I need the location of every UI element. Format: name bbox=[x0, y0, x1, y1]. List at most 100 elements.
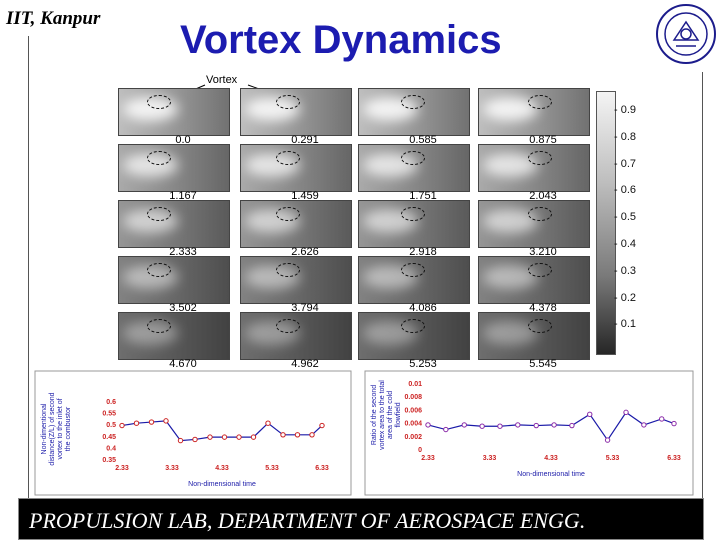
institute-seal-logo bbox=[656, 4, 716, 64]
vortex-annotation: Vortex bbox=[206, 74, 238, 86]
vortex-marker bbox=[147, 207, 171, 221]
data-point bbox=[659, 416, 665, 422]
vortex-area-ratio-chart: 0.01 0.008 0.006 0.004 0.002 02.33 3.33 4.33 5.3… bbox=[364, 370, 694, 496]
institute-name: IIT, Kanpur bbox=[6, 8, 101, 29]
data-point bbox=[309, 432, 315, 438]
colorbar-tick-label: - 0.4 bbox=[614, 238, 637, 250]
y-axis-label: Ratio of the second bbox=[371, 385, 378, 445]
data-point bbox=[236, 434, 242, 440]
x-tick-label: 4.33 bbox=[215, 465, 229, 472]
vortex-marker bbox=[401, 263, 425, 277]
time-label: 4.086 bbox=[409, 302, 437, 314]
time-label: 2.626 bbox=[291, 246, 319, 258]
data-point bbox=[515, 422, 521, 428]
y-tick-label: 0.008 bbox=[404, 394, 422, 401]
data-point bbox=[192, 436, 198, 443]
x-tick-label: 6.33 bbox=[667, 455, 681, 462]
vortex-marker bbox=[276, 263, 300, 277]
vortex-marker bbox=[401, 151, 425, 165]
y-axis-label: the combustor bbox=[65, 406, 72, 451]
vortex-frame bbox=[240, 200, 352, 248]
data-point bbox=[443, 426, 449, 433]
x-axis-label: Non-dimensional time bbox=[188, 481, 256, 488]
data-point bbox=[569, 422, 575, 429]
data-point bbox=[641, 422, 647, 428]
time-label: 2.043 bbox=[529, 190, 557, 202]
y-axis-label: Non-dimentional bbox=[41, 403, 48, 454]
x-tick-label: 6.33 bbox=[315, 465, 329, 472]
x-tick-label: 3.33 bbox=[483, 455, 497, 462]
data-point bbox=[250, 434, 257, 440]
x-axis-label: Non-dimensional time bbox=[517, 471, 585, 478]
time-label: 1.459 bbox=[291, 190, 319, 202]
time-label: 4.670 bbox=[169, 358, 197, 370]
vortex-frame bbox=[478, 88, 590, 136]
y-axis-label: vortex area to the total bbox=[379, 380, 386, 450]
data-point bbox=[623, 409, 629, 416]
footer-banner: PROPULSION LAB, DEPARTMENT OF AEROSPACE … bbox=[18, 498, 704, 540]
colorbar-tick-label: - 0.2 bbox=[614, 291, 637, 304]
time-label: 0.0 bbox=[175, 134, 191, 146]
chart-border bbox=[364, 370, 694, 496]
time-label: 2.918 bbox=[409, 246, 437, 258]
time-label: 3.794 bbox=[291, 302, 319, 314]
right-rule bbox=[702, 72, 703, 522]
colorbar-tick-label: - 0.9 bbox=[614, 104, 637, 116]
x-tick-label: 3.33 bbox=[165, 465, 179, 472]
y-tick-label: 0.006 bbox=[404, 407, 422, 414]
vortex-frame bbox=[240, 312, 352, 360]
x-tick-label: 5.33 bbox=[265, 465, 279, 472]
vortex-frame bbox=[118, 256, 230, 304]
vortex-frame bbox=[358, 200, 470, 248]
data-point bbox=[497, 423, 503, 429]
vortex-marker bbox=[401, 319, 425, 333]
vortex-marker bbox=[147, 263, 171, 277]
time-label: 0.875 bbox=[529, 134, 557, 146]
y-axis-label: vortex to the inlet of bbox=[57, 398, 64, 459]
y-tick-label: 0.004 bbox=[404, 421, 422, 428]
vortex-marker bbox=[147, 151, 171, 165]
vortex-marker bbox=[528, 207, 552, 221]
data-point bbox=[294, 432, 301, 438]
vortex-frame bbox=[118, 144, 230, 192]
time-label: 1.167 bbox=[169, 190, 197, 202]
vortex-frame bbox=[118, 312, 230, 360]
y-tick-label: 0.6 bbox=[106, 399, 116, 406]
time-label: 0.585 bbox=[409, 134, 437, 146]
time-label: 5.545 bbox=[529, 358, 557, 370]
data-point bbox=[319, 422, 325, 429]
y-tick-label: 0.4 bbox=[106, 445, 116, 452]
y-tick-label: 0.5 bbox=[106, 422, 116, 429]
vortex-frame bbox=[478, 256, 590, 304]
data-point bbox=[133, 420, 140, 426]
vortex-frame bbox=[358, 256, 470, 304]
y-tick-label: 0.002 bbox=[404, 434, 422, 441]
x-tick-label: 4.33 bbox=[544, 455, 558, 462]
y-tick-label: 0.35 bbox=[102, 457, 116, 464]
footer-text: PROPULSION LAB, DEPARTMENT OF AEROSPACE … bbox=[29, 508, 586, 533]
colorbar bbox=[596, 91, 616, 355]
y-axis-label: distance(Z/L) of second bbox=[49, 392, 56, 465]
data-point bbox=[265, 420, 271, 426]
chart-border bbox=[34, 370, 352, 496]
time-label: 0.291 bbox=[291, 134, 319, 146]
data-point bbox=[479, 423, 485, 429]
vortex-frame bbox=[478, 144, 590, 192]
y-axis-label: flowfield bbox=[395, 402, 402, 427]
time-label: 5.253 bbox=[409, 358, 437, 370]
data-point bbox=[207, 434, 213, 440]
data-point bbox=[533, 422, 539, 429]
data-point bbox=[163, 418, 169, 424]
data-point bbox=[551, 422, 557, 428]
time-label: 4.962 bbox=[291, 358, 319, 370]
vortex-marker bbox=[528, 263, 552, 277]
vortex-frame bbox=[240, 88, 352, 136]
data-point bbox=[425, 422, 431, 428]
data-point bbox=[221, 434, 228, 440]
slide-title: Vortex Dynamics bbox=[180, 18, 502, 62]
vortex-frame bbox=[240, 256, 352, 304]
time-label: 2.333 bbox=[169, 246, 197, 258]
vortex-marker bbox=[528, 95, 552, 109]
data-point bbox=[587, 411, 593, 418]
vortex-frame bbox=[358, 144, 470, 192]
